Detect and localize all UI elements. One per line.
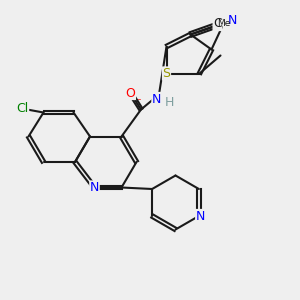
Text: N: N bbox=[196, 209, 205, 223]
Text: O: O bbox=[126, 86, 135, 100]
Text: N: N bbox=[152, 92, 161, 106]
Text: N: N bbox=[90, 181, 99, 194]
Text: H: H bbox=[165, 95, 174, 109]
Text: S: S bbox=[163, 67, 170, 80]
Text: Cl: Cl bbox=[16, 101, 28, 115]
Text: N: N bbox=[228, 14, 237, 27]
Text: Me: Me bbox=[217, 20, 230, 28]
Text: C: C bbox=[213, 17, 222, 31]
